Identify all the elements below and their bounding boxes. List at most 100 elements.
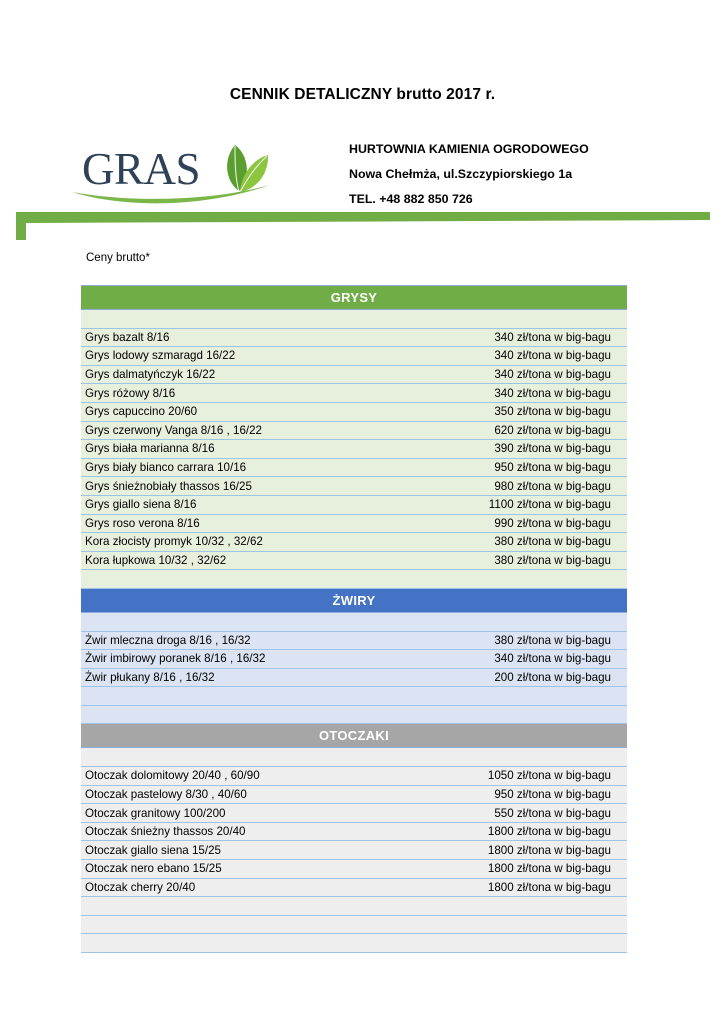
contact-line-phone: TEL. +48 882 850 726 (349, 192, 473, 206)
table-spacer-row (81, 933, 627, 953)
table-row: Grys dalmatyńczyk 16/22 340 zł/tona w big… (81, 364, 627, 385)
spacer-cell (81, 686, 627, 706)
product-name-cell: Grys capuccino 20/60 (81, 401, 381, 422)
table-row: Grys biały bianco carrara 10/16 950 zł/to… (81, 457, 627, 478)
spacer-cell (81, 569, 627, 589)
product-price-cell: 340 zł/tona w big-bagu (381, 383, 627, 403)
table-row: Grys lodowy szmaragd 16/22 340 zł/tona w … (81, 346, 627, 366)
page-title: CENNIK DETALICZNY brutto 2017 r. (229, 86, 496, 103)
product-name-cell: Grys różowy 8/16 (81, 383, 381, 403)
product-name-cell: Otoczak dolomitowy 20/40 , 60/90 (81, 766, 381, 786)
table-row: Grys giallo siena 8/16 1100 zł/tona w big… (81, 494, 627, 515)
spacer-cell (81, 704, 627, 725)
spacer-cell (81, 896, 627, 916)
table-row: Otoczak granitowy 100/200 550 zł/tona w b… (81, 803, 627, 823)
table-row: Kora złocisty promyk 10/32 , 32/62 380 zł… (81, 532, 627, 552)
product-price-cell: 350 zł/tona w big-bagu (381, 401, 627, 422)
price-table: GRYSY Grys bazalt 8/16 340 zł/tona w big-b… (81, 285, 627, 953)
product-name-cell: Grys bazalt 8/16 (81, 327, 381, 348)
product-name-cell: Żwir mleczna droga 8/16 , 16/32 (81, 630, 381, 651)
product-name-cell: Żwir płukany 8/16 , 16/32 (81, 667, 381, 688)
table-row: Otoczak pastelowy 8/30 , 40/60 950 zł/ton… (81, 784, 627, 805)
table-row: Kora łupkowa 10/32 , 32/62 380 zł/tona w … (81, 550, 627, 571)
table-row: Otoczak śnieżny thassos 20/40 1800 zł/ton… (81, 821, 627, 842)
product-name-cell: Grys biały bianco carrara 10/16 (81, 457, 381, 478)
table-row: Grys różowy 8/16 340 zł/tona w big-bagu (81, 383, 627, 403)
product-name-cell: Grys lodowy szmaragd 16/22 (81, 346, 381, 366)
logo-wordmark: GRAS (82, 144, 201, 194)
table-spacer-row (81, 569, 627, 589)
product-price-cell: 1800 zł/tona w big-bagu (381, 840, 627, 861)
product-name-cell: Otoczak granitowy 100/200 (81, 803, 381, 823)
product-name-cell: Grys dalmatyńczyk 16/22 (81, 364, 381, 385)
product-price-cell: 950 zł/tona w big-bagu (381, 457, 627, 478)
product-price-cell: 1100 zł/tona w big-bagu (381, 494, 627, 515)
table-row: Grys roso verona 8/16 990 zł/tona w big-b… (81, 513, 627, 534)
section-heading: OTOCZAKI (81, 723, 627, 749)
table-row: Żwir mleczna droga 8/16 , 16/32 380 zł/to… (81, 630, 627, 651)
table-row: Żwir imbirowy poranek 8/16 , 16/32 340 zł… (81, 649, 627, 669)
header-divider (16, 212, 710, 240)
table-spacer-row (81, 686, 627, 706)
spacer-cell (81, 309, 627, 329)
product-price-cell: 1800 zł/tona w big-bagu (381, 877, 627, 898)
product-price-cell: 1050 zł/tona w big-bagu (381, 766, 627, 786)
product-name-cell: Otoczak śnieżny thassos 20/40 (81, 821, 381, 842)
product-price-cell: 380 zł/tona w big-bagu (381, 532, 627, 552)
product-name-cell: Żwir imbirowy poranek 8/16 , 16/32 (81, 649, 381, 669)
swoosh-icon (72, 185, 270, 204)
product-name-cell: Grys biała marianna 8/16 (81, 439, 381, 459)
table-spacer-row (81, 747, 627, 768)
spacer-cell (81, 914, 627, 935)
table-row: Otoczak nero ebano 15/25 1800 zł/tona w b… (81, 859, 627, 879)
product-price-cell: 340 zł/tona w big-bagu (381, 346, 627, 366)
product-price-cell: 390 zł/tona w big-bagu (381, 439, 627, 459)
product-name-cell: Kora łupkowa 10/32 , 32/62 (81, 550, 381, 571)
section-banner-zwiry: ŻWIRY (81, 587, 627, 613)
table-spacer-row (81, 611, 627, 632)
product-price-cell: 1800 zł/tona w big-bagu (381, 821, 627, 842)
table-row: Grys capuccino 20/60 350 zł/tona w big-ba… (81, 401, 627, 422)
table-row: Grys biała marianna 8/16 390 zł/tona w bi… (81, 439, 627, 459)
table-spacer-row (81, 704, 627, 725)
gross-price-note: Ceny brutto* (86, 252, 150, 264)
product-name-cell: Grys roso verona 8/16 (81, 513, 381, 534)
product-price-cell: 1800 zł/tona w big-bagu (381, 859, 627, 879)
table-row: Żwir płukany 8/16 , 16/32 200 zł/tona w b… (81, 667, 627, 688)
section-banner-grysy: GRYSY (81, 285, 627, 310)
table-row: Otoczak cherry 20/40 1800 zł/tona w big-b… (81, 877, 627, 898)
product-name-cell: Otoczak pastelowy 8/30 , 40/60 (81, 784, 381, 805)
section-heading: GRYSY (81, 285, 627, 310)
spacer-cell (81, 747, 627, 768)
product-name-cell: Otoczak cherry 20/40 (81, 877, 381, 898)
product-price-cell: 380 zł/tona w big-bagu (381, 630, 627, 651)
product-price-cell: 380 zł/tona w big-bagu (381, 550, 627, 571)
product-price-cell: 340 zł/tona w big-bagu (381, 327, 627, 348)
spacer-cell (81, 611, 627, 632)
product-price-cell: 950 zł/tona w big-bagu (381, 784, 627, 805)
contact-line-company: HURTOWNIA KAMIENIA OGRODOWEGO (349, 142, 589, 156)
product-price-cell: 340 zł/tona w big-bagu (381, 649, 627, 669)
table-row: Grys śnieżnobiały thassos 16/25 980 zł/to… (81, 476, 627, 496)
section-banner-otoczaki: OTOCZAKI (81, 723, 627, 749)
product-name-cell: Grys giallo siena 8/16 (81, 494, 381, 515)
contact-line-address: Nowa Chełmża, ul.Szczypiorskiego 1a (349, 167, 573, 181)
table-row: Grys bazalt 8/16 340 zł/tona w big-bagu (81, 327, 627, 348)
table-row: Otoczak giallo siena 15/25 1800 zł/tona w… (81, 840, 627, 861)
spacer-cell (81, 933, 627, 953)
section-heading: ŻWIRY (81, 587, 627, 613)
product-name-cell: Otoczak giallo siena 15/25 (81, 840, 381, 861)
gras-logo: GRAS (72, 141, 272, 207)
product-price-cell: 200 zł/tona w big-bagu (381, 667, 627, 688)
product-price-cell: 340 zł/tona w big-bagu (381, 364, 627, 385)
table-spacer-row (81, 914, 627, 935)
product-price-cell: 550 zł/tona w big-bagu (381, 803, 627, 823)
product-price-cell: 980 zł/tona w big-bagu (381, 476, 627, 496)
product-price-cell: 990 zł/tona w big-bagu (381, 513, 627, 534)
product-name-cell: Grys śnieżnobiały thassos 16/25 (81, 476, 381, 496)
product-price-cell: 620 zł/tona w big-bagu (381, 420, 627, 441)
product-name-cell: Kora złocisty promyk 10/32 , 32/62 (81, 532, 381, 552)
table-row: Otoczak dolomitowy 20/40 , 60/90 1050 zł/… (81, 766, 627, 786)
table-spacer-row (81, 896, 627, 916)
